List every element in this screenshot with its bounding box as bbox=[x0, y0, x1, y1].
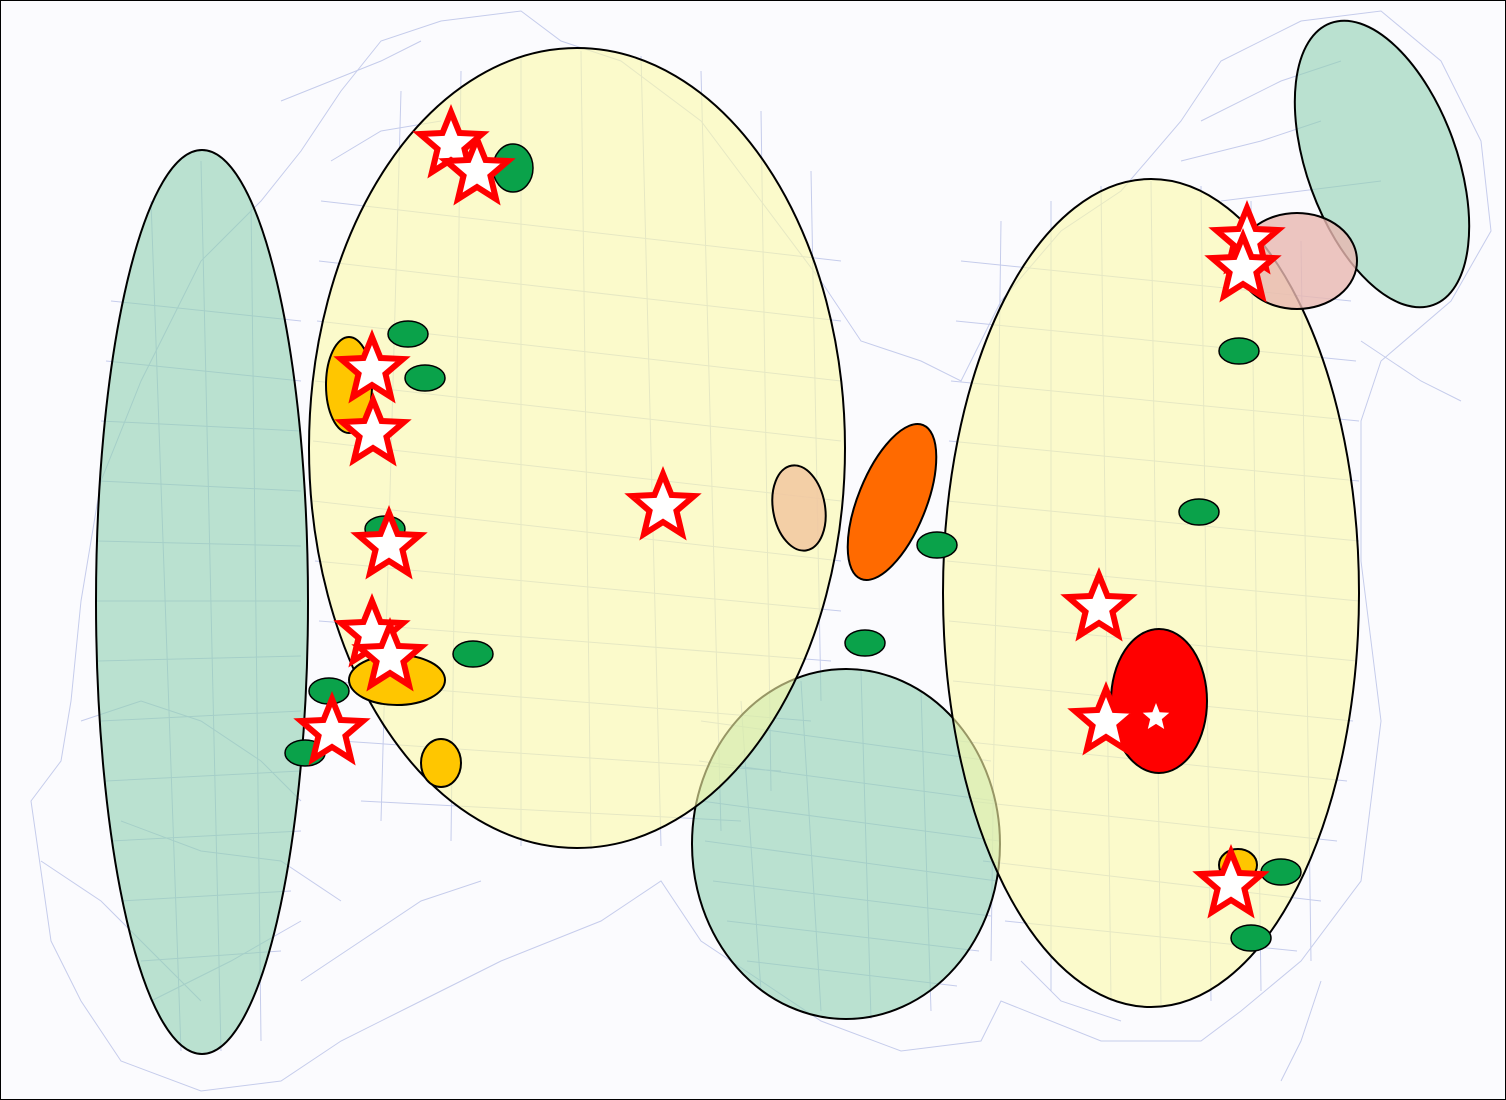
green-marker[interactable] bbox=[844, 629, 886, 657]
green-marker[interactable] bbox=[1218, 337, 1260, 365]
zone-orange[interactable] bbox=[829, 412, 954, 591]
green-marker[interactable] bbox=[387, 320, 429, 348]
zone-yellow-east[interactable] bbox=[942, 178, 1360, 1008]
green-marker[interactable] bbox=[452, 640, 494, 668]
zone-green-west[interactable] bbox=[95, 149, 309, 1055]
green-marker[interactable] bbox=[404, 364, 446, 392]
green-marker[interactable] bbox=[916, 531, 958, 559]
green-marker[interactable] bbox=[1178, 498, 1220, 526]
zone-yellow-center[interactable] bbox=[308, 47, 846, 849]
zone-amber-3[interactable] bbox=[420, 738, 462, 788]
green-marker[interactable] bbox=[1230, 924, 1272, 952]
zone-layer bbox=[95, 19, 1471, 1055]
zone-tan-center[interactable] bbox=[766, 461, 832, 555]
